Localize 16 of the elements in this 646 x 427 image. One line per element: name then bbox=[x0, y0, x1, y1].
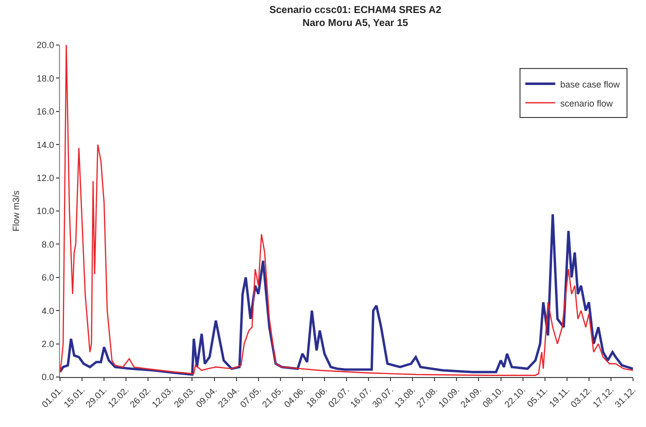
y-tick-label: 12.0 bbox=[36, 172, 54, 183]
y-tick-label: 10.0 bbox=[36, 206, 54, 216]
legend-label: base case flow bbox=[560, 79, 620, 90]
y-tick-label: 0.0 bbox=[42, 372, 54, 382]
chart-title: Scenario ccsc01: ECHAM4 SRES A2 bbox=[269, 4, 442, 16]
y-tick-label: 18.0 bbox=[36, 73, 54, 84]
y-tick-label: 2.0 bbox=[42, 338, 54, 349]
y-tick-label: 6.0 bbox=[42, 272, 54, 283]
y-tick-label: 16.0 bbox=[36, 106, 54, 117]
legend-label: scenario flow bbox=[560, 98, 614, 108]
y-tick-label: 14.0 bbox=[36, 140, 54, 150]
y-tick-label: 20.0 bbox=[36, 40, 54, 50]
chart-subtitle: Naro Moru A5, Year 15 bbox=[302, 18, 409, 29]
y-tick-label: 4.0 bbox=[42, 306, 54, 316]
y-tick-label: 8.0 bbox=[42, 239, 54, 250]
y-axis-title: Flow m3/s bbox=[11, 190, 22, 232]
